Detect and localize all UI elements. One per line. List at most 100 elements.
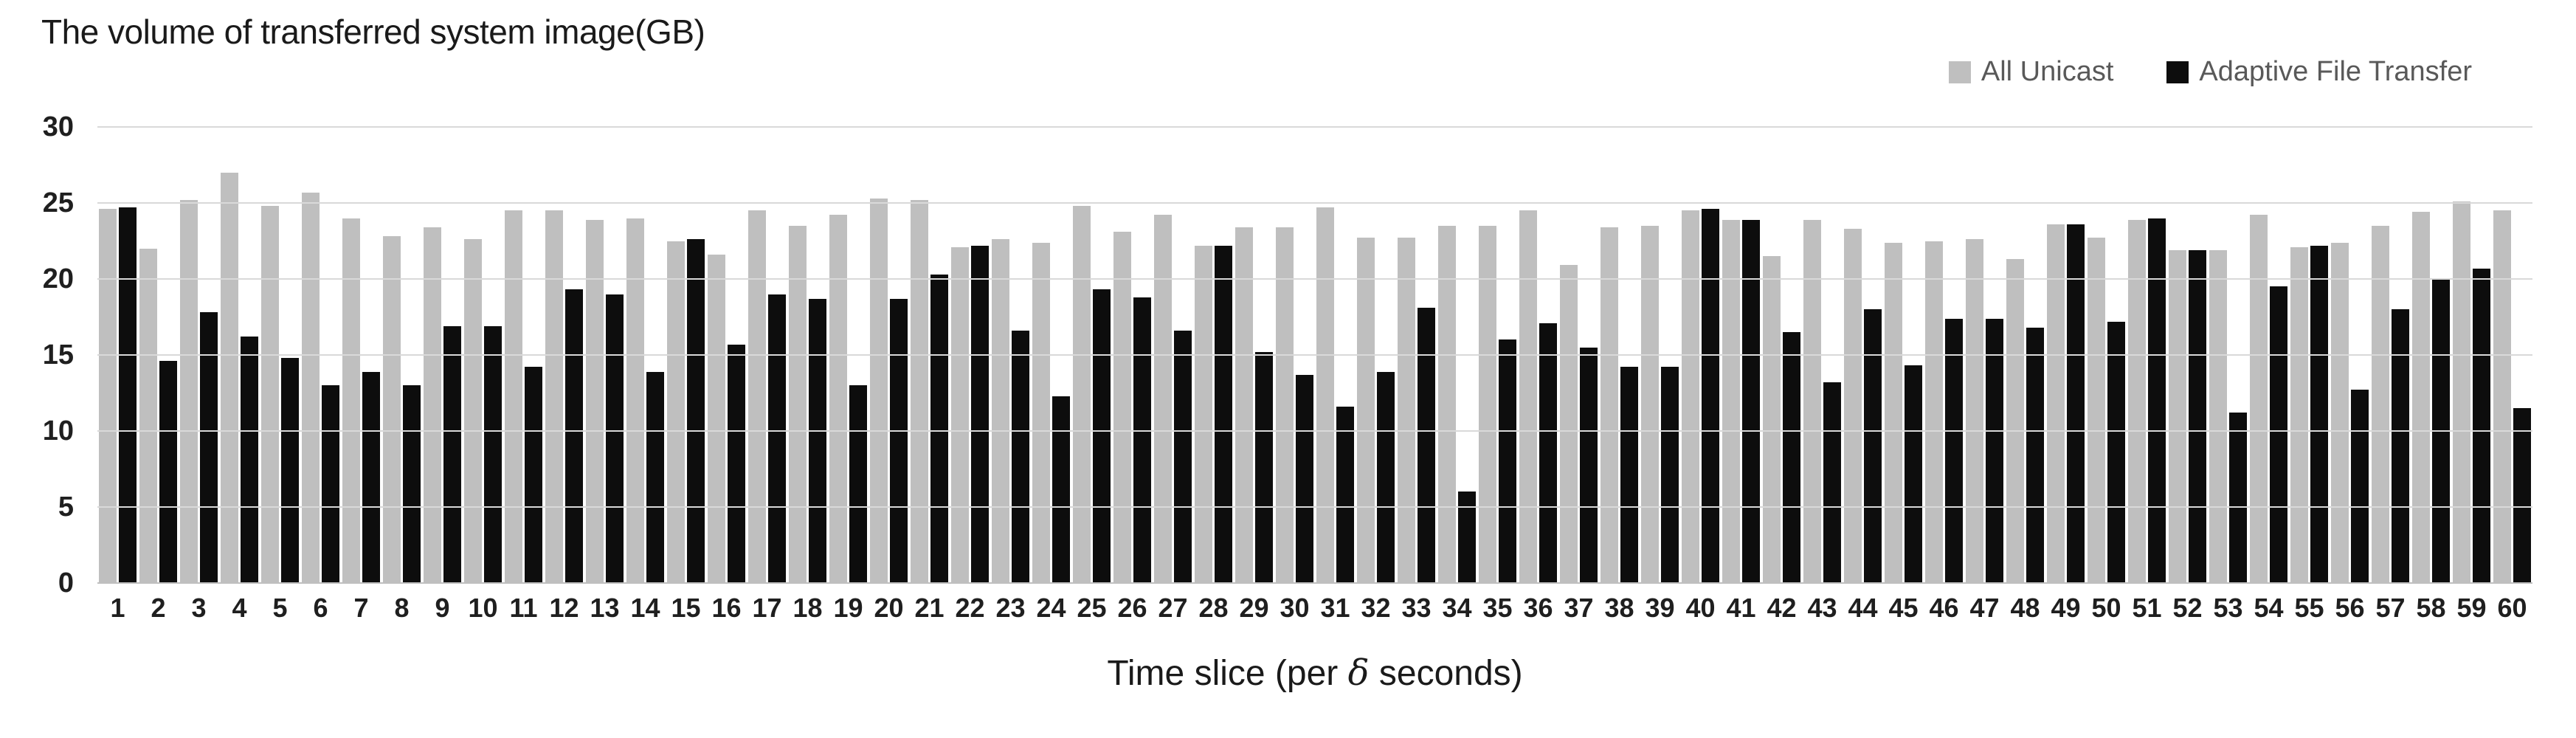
- bar-all-unicast-45: [1885, 242, 1902, 583]
- bar-all-unicast-22: [951, 246, 969, 583]
- x-tick-label-20: 20: [874, 593, 904, 623]
- bar-adaptive-file-transfer-4: [241, 337, 258, 583]
- bar-all-unicast-11: [505, 210, 522, 583]
- x-tick-label-12: 12: [549, 593, 579, 623]
- y-tick-label-25: 25: [42, 187, 74, 218]
- x-tick-label-58: 58: [2416, 593, 2446, 623]
- category-4: [219, 127, 260, 583]
- x-tick-label-28: 28: [1198, 593, 1229, 623]
- bar-adaptive-file-transfer-59: [2473, 268, 2490, 583]
- gridline-15: [97, 354, 2532, 356]
- bar-all-unicast-46: [1925, 241, 1943, 583]
- bar-all-unicast-25: [1073, 206, 1091, 583]
- bar-adaptive-file-transfer-5: [281, 358, 299, 583]
- category-15: [666, 127, 706, 583]
- gridline-30: [97, 126, 2532, 128]
- x-tick-label-31: 31: [1320, 593, 1350, 623]
- bar-adaptive-file-transfer-2: [159, 361, 177, 583]
- x-tick-label-59: 59: [2456, 593, 2487, 623]
- bar-all-unicast-26: [1113, 232, 1131, 583]
- category-40: [1680, 127, 1721, 583]
- x-tick-label-56: 56: [2335, 593, 2365, 623]
- bar-all-unicast-1: [99, 209, 117, 583]
- chart-title: The volume of transferred system image(G…: [41, 13, 705, 51]
- category-53: [2208, 127, 2248, 583]
- bar-adaptive-file-transfer-21: [930, 274, 948, 583]
- x-tick-label-5: 5: [272, 593, 288, 623]
- category-30: [1274, 127, 1315, 583]
- bar-adaptive-file-transfer-26: [1133, 297, 1151, 583]
- x-axis-title-prefix: Time slice (per: [1107, 654, 1348, 693]
- delta-symbol: δ: [1347, 652, 1370, 694]
- category-36: [1518, 127, 1558, 583]
- x-tick-label-53: 53: [2213, 593, 2243, 623]
- x-tick-label-24: 24: [1036, 593, 1066, 623]
- bar-all-unicast-27: [1154, 215, 1172, 583]
- bar-adaptive-file-transfer-8: [403, 385, 421, 583]
- x-tick-label-27: 27: [1158, 593, 1188, 623]
- bar-all-unicast-41: [1722, 219, 1740, 583]
- bar-adaptive-file-transfer-45: [1905, 365, 1922, 583]
- category-12: [544, 127, 584, 583]
- bar-all-unicast-8: [383, 236, 401, 583]
- bar-adaptive-file-transfer-20: [890, 298, 908, 583]
- category-6: [300, 127, 341, 583]
- bar-all-unicast-58: [2412, 212, 2430, 583]
- category-38: [1599, 127, 1640, 583]
- bar-all-unicast-9: [424, 227, 441, 583]
- x-tick-label-40: 40: [1685, 593, 1716, 623]
- bar-all-unicast-59: [2453, 201, 2470, 583]
- category-11: [503, 127, 544, 583]
- x-tick-label-44: 44: [1848, 593, 1878, 623]
- category-39: [1640, 127, 1680, 583]
- x-tick-label-52: 52: [2172, 593, 2203, 623]
- bar-all-unicast-5: [261, 206, 279, 583]
- category-60: [2492, 127, 2532, 583]
- bar-all-unicast-42: [1763, 256, 1781, 583]
- bar-adaptive-file-transfer-42: [1783, 332, 1800, 583]
- bar-all-unicast-40: [1682, 210, 1699, 583]
- gridline-25: [97, 202, 2532, 204]
- bar-all-unicast-36: [1519, 210, 1537, 583]
- bar-adaptive-file-transfer-31: [1336, 407, 1354, 583]
- y-tick-label-5: 5: [58, 492, 74, 523]
- bar-adaptive-file-transfer-57: [2392, 309, 2409, 583]
- category-29: [1234, 127, 1274, 583]
- category-9: [422, 127, 463, 583]
- bar-all-unicast-24: [1032, 242, 1050, 583]
- x-tick-label-39: 39: [1645, 593, 1675, 623]
- bar-all-unicast-37: [1560, 265, 1578, 583]
- x-tick-label-11: 11: [509, 593, 538, 623]
- bar-adaptive-file-transfer-50: [2107, 321, 2125, 583]
- bar-all-unicast-17: [748, 210, 766, 583]
- category-46: [1924, 127, 1964, 583]
- bar-all-unicast-14: [626, 218, 644, 583]
- x-tick-label-3: 3: [191, 593, 207, 623]
- bar-adaptive-file-transfer-33: [1418, 308, 1435, 583]
- bar-all-unicast-10: [464, 239, 482, 583]
- category-31: [1315, 127, 1356, 583]
- category-42: [1761, 127, 1802, 583]
- x-tick-label-45: 45: [1888, 593, 1919, 623]
- x-tick-label-47: 47: [1969, 593, 2000, 623]
- x-tick-label-48: 48: [2010, 593, 2040, 623]
- category-16: [706, 127, 747, 583]
- x-tick-label-42: 42: [1767, 593, 1797, 623]
- bar-adaptive-file-transfer-11: [525, 367, 542, 583]
- bar-adaptive-file-transfer-34: [1458, 492, 1476, 583]
- category-17: [747, 127, 787, 583]
- all-unicast-swatch-icon: [1948, 61, 1971, 83]
- bar-all-unicast-47: [1966, 239, 1983, 583]
- bar-adaptive-file-transfer-28: [1215, 245, 1232, 583]
- category-48: [2005, 127, 2045, 583]
- x-tick-label-1: 1: [110, 593, 125, 623]
- bar-adaptive-file-transfer-39: [1661, 367, 1679, 583]
- category-45: [1883, 127, 1924, 583]
- y-tick-label-20: 20: [42, 263, 74, 294]
- y-tick-label-10: 10: [42, 415, 74, 446]
- bar-adaptive-file-transfer-56: [2351, 390, 2369, 583]
- bar-adaptive-file-transfer-43: [1823, 382, 1841, 583]
- category-22: [950, 127, 990, 583]
- category-19: [828, 127, 869, 583]
- x-axis-labels: 1 2 3 4 5 6 7 8 9 10 11 12 13 14 15 16 17 18 19 20 21 22 23 24 2…: [97, 595, 2532, 621]
